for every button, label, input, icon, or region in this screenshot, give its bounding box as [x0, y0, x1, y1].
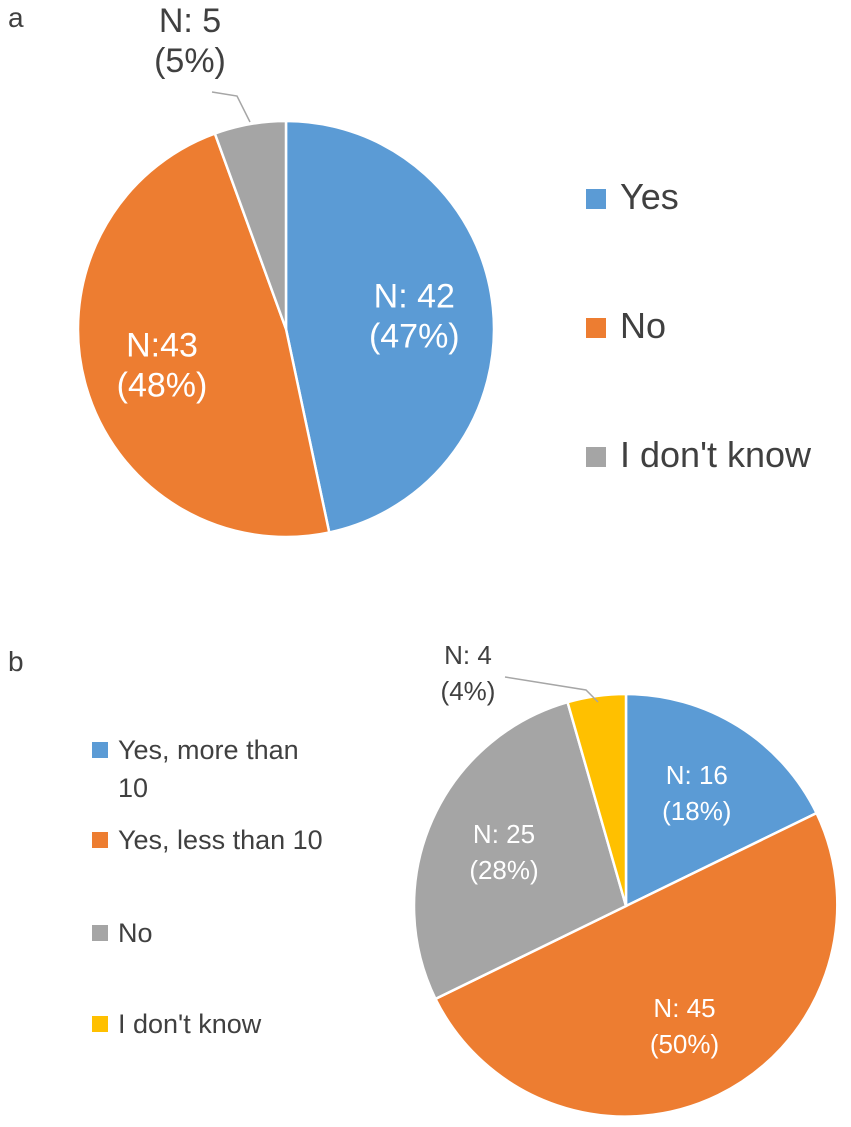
data-label: N: 4 (4%): [441, 640, 496, 706]
pie-slice: [624, 692, 819, 909]
legend-item: Yes: [586, 176, 679, 218]
legend-label-line: No: [620, 305, 667, 346]
pie-slice: [213, 119, 288, 330]
pie-slice: [284, 119, 496, 534]
legend-label: No: [118, 914, 153, 952]
data-label: N: 25 (28%): [469, 819, 538, 885]
panel-label-a: a: [8, 2, 24, 33]
legend-swatch: [586, 189, 606, 209]
legend-label-line: Yes, more than: [118, 735, 299, 765]
data-label-line: (18%): [662, 796, 731, 826]
legend-label-line: Yes, less than 10: [118, 825, 323, 855]
data-label-line: N: 16: [666, 760, 728, 790]
data-label-line: N: 42: [374, 277, 455, 315]
data-label-line: N: 5: [159, 2, 221, 40]
data-label: N: 45 (50%): [650, 993, 719, 1059]
legend-swatch: [92, 742, 108, 758]
pie-slice: [566, 692, 628, 907]
callout-line: [504, 676, 599, 703]
data-label-line: N: 4: [444, 640, 492, 670]
data-label-line: N:43: [126, 326, 198, 364]
legend-label-line: I don't know: [620, 434, 811, 475]
legend-label: Yes: [620, 176, 679, 218]
legend-swatch: [586, 447, 606, 467]
legend-label: Yes, more than 10: [118, 731, 299, 807]
data-label-line: (4%): [441, 676, 496, 706]
legend-swatch: [586, 318, 606, 338]
data-label-line: (50%): [650, 1029, 719, 1059]
legend-swatch: [92, 1016, 108, 1032]
legend-label-line: I don't know: [118, 1009, 262, 1039]
legend-label: I don't know: [118, 1005, 261, 1043]
legend-item: No: [92, 914, 153, 952]
legend-label: I don't know: [620, 434, 811, 476]
pie-b: N: 16 (18%) N: 45 (50%) N: 25 (28%) N: 4 (4%): [412, 640, 839, 1118]
data-label: N: 42 (47%): [369, 277, 460, 355]
pie-slice: [76, 131, 331, 539]
callout-line: [211, 91, 251, 123]
legend-label-line: No: [118, 918, 153, 948]
data-label: N: 16 (18%): [662, 760, 731, 826]
pie-slice: [433, 811, 839, 1118]
data-label-line: (48%): [117, 366, 208, 404]
legend-item: I don't know: [92, 1005, 261, 1043]
legend-item: Yes, more than 10: [92, 731, 299, 807]
data-label-line: (5%): [154, 42, 226, 80]
data-label-line: N: 45: [653, 993, 715, 1023]
legend-label: Yes, less than 10: [118, 821, 323, 859]
panel-label-b: b: [8, 646, 24, 677]
legend-item: No: [586, 305, 666, 347]
legend-item: I don't know: [586, 434, 811, 476]
data-label: N:43 (48%): [117, 326, 208, 404]
legend-label-line: 10: [118, 773, 149, 803]
pie-slice: [412, 700, 628, 1001]
pie-a: N: 42 (47%) N:43 (48%) N: 5 (5%): [76, 2, 496, 539]
legend-swatch: [92, 925, 108, 941]
data-label: N: 5 (5%): [154, 2, 226, 80]
data-label-line: N: 25: [473, 819, 535, 849]
legend-item: Yes, less than 10: [92, 821, 323, 859]
legend-label: No: [620, 305, 666, 347]
data-label-line: (28%): [469, 855, 538, 885]
legend-label-line: Yes: [620, 176, 679, 217]
data-label-line: (47%): [369, 317, 460, 355]
legend-swatch: [92, 832, 108, 848]
